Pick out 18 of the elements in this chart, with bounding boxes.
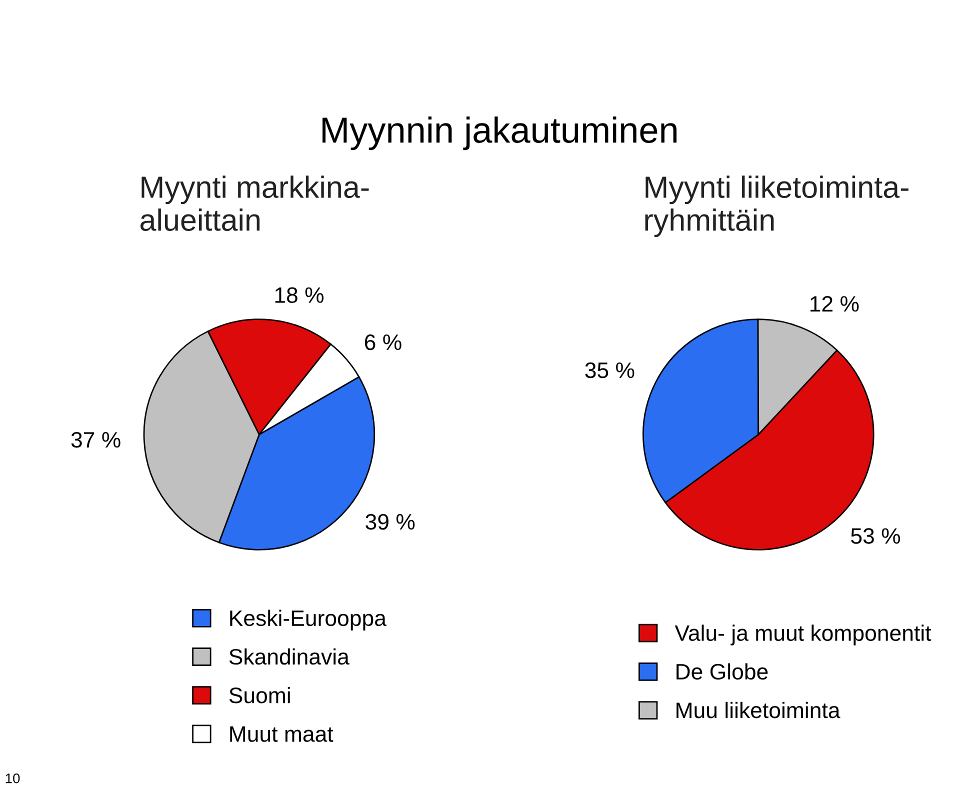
- legend-label: De Globe: [676, 663, 768, 680]
- data-label: 53 %: [851, 528, 900, 544]
- legend-label: Valu- ja muut komponentit: [674, 624, 932, 646]
- legend-label: Suomi: [229, 686, 290, 704]
- text: Myynnin jakautuminen: [322, 116, 677, 150]
- data-label: 35 %: [585, 362, 634, 378]
- data-label: 6 %: [364, 334, 402, 350]
- text: 10: [6, 773, 20, 784]
- data-label: 39 %: [366, 514, 415, 530]
- data-label: 37 %: [71, 432, 120, 448]
- chart-title: Myynti markkina- alueittain: [140, 176, 369, 231]
- legend-label: Muu liiketoiminta: [676, 702, 840, 718]
- data-label: 12 %: [810, 296, 859, 312]
- legend-label: Muut maat: [230, 726, 334, 742]
- legend-label: Skandinavia: [229, 648, 350, 665]
- data-label: 18 %: [275, 287, 324, 303]
- chart-title: Myynti liiketoiminta- ryhmittäin: [645, 176, 908, 237]
- legend-label: Keski-Eurooppa: [230, 610, 386, 630]
